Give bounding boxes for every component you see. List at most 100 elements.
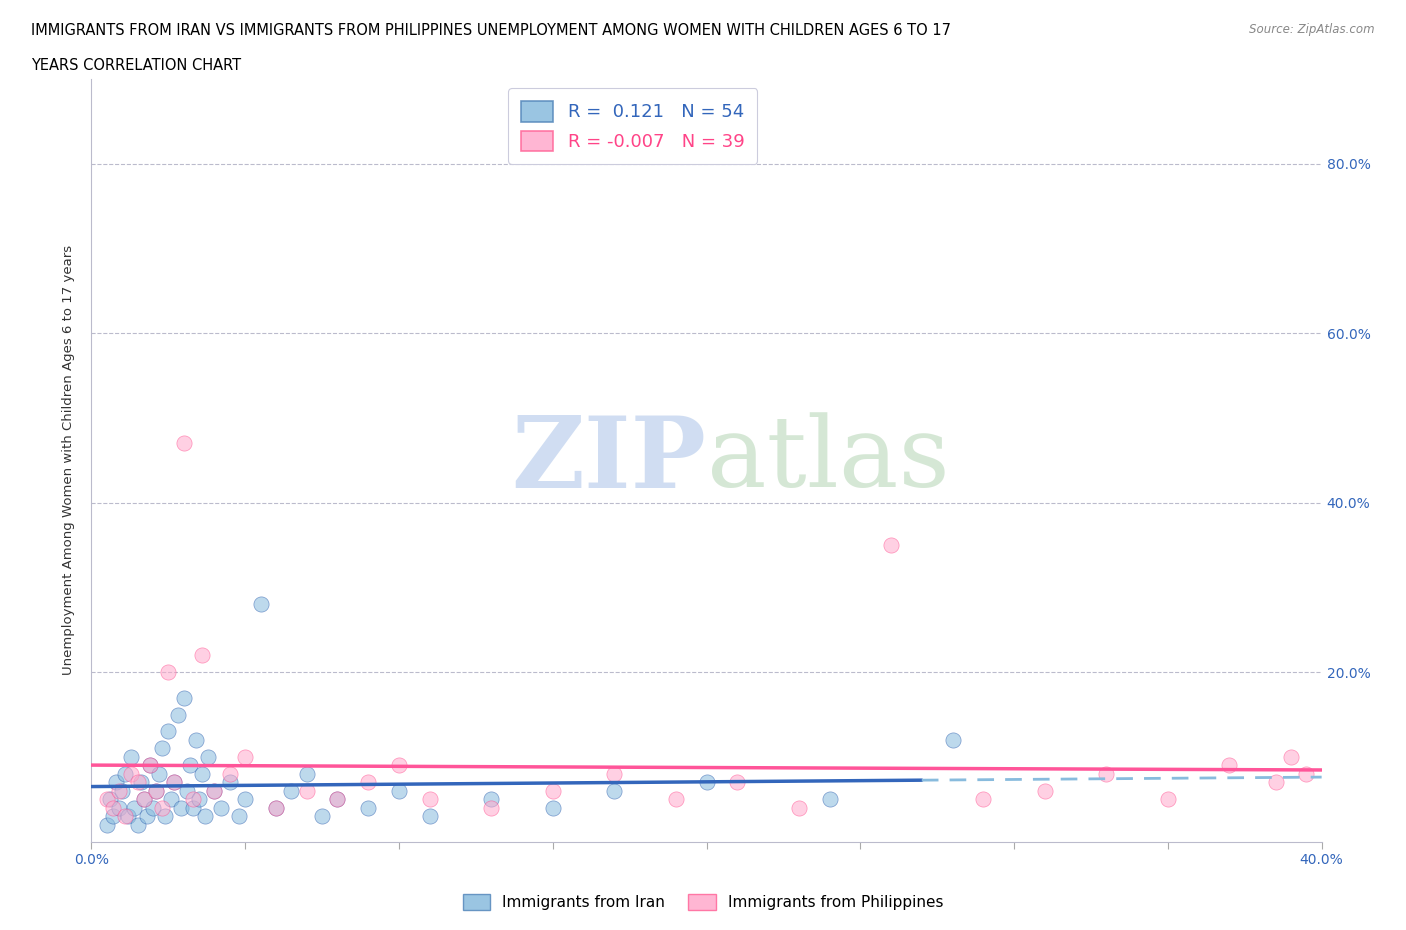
Point [163, 775, 186, 790]
Text: Source: ZipAtlas.com: Source: ZipAtlas.com [1250, 23, 1375, 36]
Point [228, 809, 250, 824]
Point [479, 791, 502, 806]
Point [96, 791, 118, 806]
Point [787, 801, 810, 816]
Point [120, 766, 142, 781]
Point [1295, 766, 1317, 781]
Point [173, 690, 195, 705]
Point [191, 766, 214, 781]
Point [105, 775, 127, 790]
Point [326, 791, 349, 806]
Point [249, 597, 271, 612]
Point [209, 801, 232, 816]
Point [233, 750, 256, 764]
Point [419, 809, 441, 824]
Point [388, 783, 411, 798]
Point [295, 783, 318, 798]
Point [541, 801, 564, 816]
Point [98, 791, 121, 806]
Point [1033, 783, 1056, 798]
Point [111, 783, 134, 798]
Point [108, 801, 131, 816]
Point [942, 733, 965, 748]
Point [150, 801, 173, 816]
Point [184, 733, 207, 748]
Point [218, 775, 240, 790]
Point [166, 707, 188, 722]
Point [357, 775, 380, 790]
Point [124, 801, 146, 816]
Y-axis label: Unemployment Among Women with Children Ages 6 to 17 years: Unemployment Among Women with Children A… [62, 246, 76, 675]
Legend: R =  0.121   N = 54, R = -0.007   N = 39: R = 0.121 N = 54, R = -0.007 N = 39 [508, 88, 758, 164]
Point [132, 791, 155, 806]
Point [181, 791, 204, 806]
Point [135, 809, 157, 824]
Point [479, 801, 502, 816]
Point [218, 766, 240, 781]
Point [114, 766, 136, 781]
Point [1218, 758, 1240, 773]
Point [357, 801, 380, 816]
Point [101, 809, 124, 824]
Point [127, 817, 149, 832]
Point [665, 791, 688, 806]
Point [603, 783, 626, 798]
Point [153, 809, 177, 824]
Point [157, 665, 180, 680]
Point [139, 758, 162, 773]
Point [132, 791, 155, 806]
Point [311, 809, 333, 824]
Point [129, 775, 152, 790]
Point [163, 775, 186, 790]
Point [233, 791, 256, 806]
Point [264, 801, 287, 816]
Text: YEARS CORRELATION CHART: YEARS CORRELATION CHART [31, 58, 240, 73]
Point [181, 801, 204, 816]
Point [388, 758, 411, 773]
Point [145, 783, 167, 798]
Point [148, 766, 170, 781]
Point [696, 775, 718, 790]
Point [160, 791, 183, 806]
Point [101, 801, 124, 816]
Point [264, 801, 287, 816]
Point [1157, 791, 1180, 806]
Point [191, 648, 214, 663]
Legend: Immigrants from Iran, Immigrants from Philippines: Immigrants from Iran, Immigrants from Ph… [456, 886, 950, 918]
Point [1264, 775, 1286, 790]
Point [179, 758, 201, 773]
Point [194, 809, 217, 824]
Point [114, 809, 136, 824]
Point [139, 758, 162, 773]
Point [541, 783, 564, 798]
Point [1279, 750, 1302, 764]
Text: IMMIGRANTS FROM IRAN VS IMMIGRANTS FROM PHILIPPINES UNEMPLOYMENT AMONG WOMEN WIT: IMMIGRANTS FROM IRAN VS IMMIGRANTS FROM … [31, 23, 950, 38]
Point [725, 775, 748, 790]
Point [880, 538, 903, 552]
Point [117, 809, 139, 824]
Point [127, 775, 149, 790]
Point [295, 766, 318, 781]
Text: ZIP: ZIP [512, 412, 706, 509]
Point [972, 791, 994, 806]
Point [157, 724, 180, 739]
Point [145, 783, 167, 798]
Point [176, 783, 198, 798]
Point [150, 741, 173, 756]
Point [173, 436, 195, 451]
Point [142, 801, 165, 816]
Point [603, 766, 626, 781]
Point [120, 750, 142, 764]
Point [818, 791, 841, 806]
Point [419, 791, 441, 806]
Point [169, 801, 191, 816]
Point [197, 750, 219, 764]
Point [280, 783, 302, 798]
Point [108, 783, 131, 798]
Point [202, 783, 225, 798]
Point [96, 817, 118, 832]
Point [1095, 766, 1118, 781]
Point [202, 783, 225, 798]
Point [326, 791, 349, 806]
Text: atlas: atlas [706, 412, 949, 509]
